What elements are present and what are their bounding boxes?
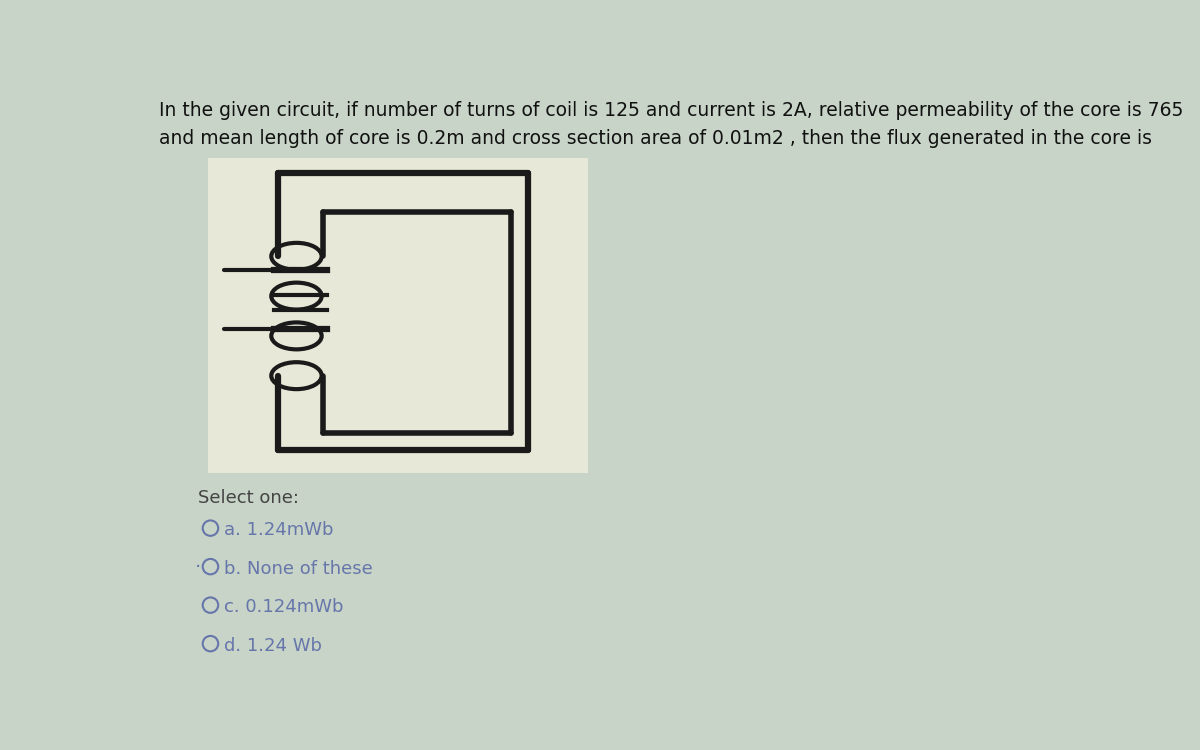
Text: c. 0.124mWb: c. 0.124mWb xyxy=(223,598,343,616)
Bar xyxy=(208,158,588,473)
Text: Select one:: Select one: xyxy=(198,489,299,507)
Text: In the given circuit, if number of turns of coil is 125 and current is 2A, relat: In the given circuit, if number of turns… xyxy=(160,100,1183,148)
Text: d. 1.24 Wb: d. 1.24 Wb xyxy=(223,637,322,655)
Text: ·: · xyxy=(194,558,202,577)
Text: a. 1.24mWb: a. 1.24mWb xyxy=(223,521,334,539)
Text: b. None of these: b. None of these xyxy=(223,560,372,578)
